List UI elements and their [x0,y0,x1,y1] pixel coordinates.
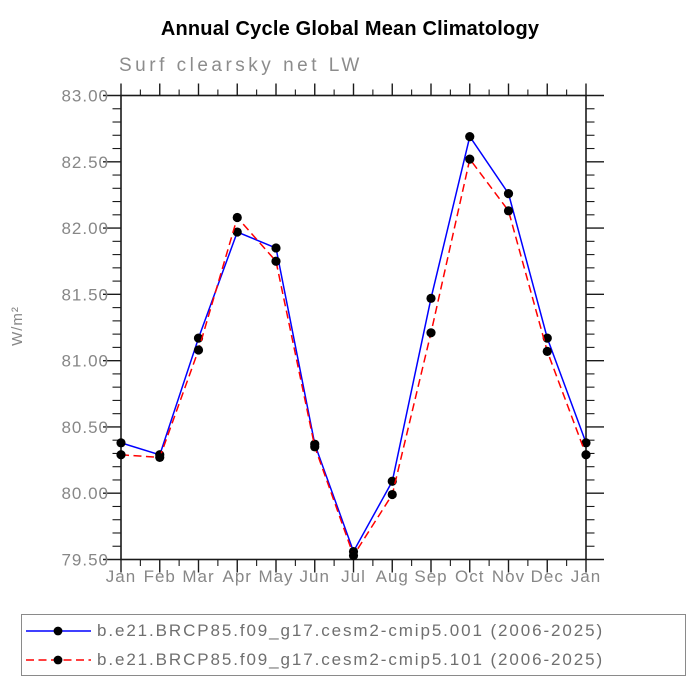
data-point-marker [503,189,514,199]
y-tick-label: 81.00 [61,352,109,371]
data-point-marker [503,206,514,216]
data-point-marker [193,345,204,355]
x-tick-label: Mar [182,567,214,586]
axis-tick-labels: 83.00 82.50 82.00 81.50 81.00 80.50 80.00 79.50… [61,87,601,587]
y-axis-title: W/m² [9,306,26,346]
plot-frame [120,94,587,561]
x-tick-label: Jan [571,567,601,586]
x-tick-label: Aug [376,567,409,586]
x-tick-label: Jun [300,567,330,586]
data-point-marker [465,154,475,164]
page-title: Annual Cycle Global Mean Climatology [160,18,540,40]
data-point-marker [348,550,359,561]
data-point-marker [465,131,475,142]
y-tick-label: 82.50 [61,153,109,172]
y-tick-label: 81.50 [61,285,109,304]
data-point-marker [542,346,552,356]
data-point-marker [232,212,242,223]
data-point-marker [426,328,436,338]
axis-ticks [103,83,604,573]
y-tick-label: 82.00 [61,219,109,238]
axes-frame [120,94,587,561]
x-tick-label: Oct [455,567,484,586]
data-point-marker [116,438,126,448]
legend-label-series2: b.e21.BRCP85.f09_g17.cesm2-cmip5.101 (20… [97,649,605,669]
legend-item-series2: b.e21.BRCP85.f09_g17.cesm2-cmip5.101 (20… [22,645,685,674]
x-tick-label: Nov [492,567,525,586]
data-point-marker [155,452,165,463]
data-point-marker [271,256,281,266]
legend-line-sample-solid [26,626,91,635]
data-point-marker [310,442,320,452]
legend: b.e21.BRCP85.f09_g17.cesm2-cmip5.001 (20… [21,614,686,676]
data-point-marker [232,227,242,237]
y-tick-label: 83.00 [61,87,109,106]
series-line-1 [120,134,587,554]
x-tick-label: Apr [223,567,252,586]
data-point-marker [581,438,591,448]
x-tick-label: Feb [144,567,176,586]
y-tick-label: 79.50 [61,551,109,570]
series-line-2 [120,157,587,558]
legend-label-series1: b.e21.BRCP85.f09_g17.cesm2-cmip5.001 (20… [97,620,605,640]
legend-item-series1: b.e21.BRCP85.f09_g17.cesm2-cmip5.001 (20… [22,616,685,645]
data-point-marker [116,450,126,460]
x-tick-label: Jan [106,567,136,586]
chart-subtitle: Surf clearsky net LW [119,55,363,76]
data-point-marker [387,489,397,500]
data-point-marker [426,293,436,303]
legend-line-sample-dashed [26,655,91,664]
y-tick-label: 80.50 [61,418,109,437]
x-tick-label: Sep [414,567,447,586]
x-tick-label: May [258,567,293,586]
data-point-marker [271,243,281,253]
x-tick-label: Jul [341,567,366,586]
x-tick-label: Dec [531,567,564,586]
data-series [116,131,591,561]
data-point-marker [581,450,591,460]
y-tick-label: 80.00 [61,484,109,503]
